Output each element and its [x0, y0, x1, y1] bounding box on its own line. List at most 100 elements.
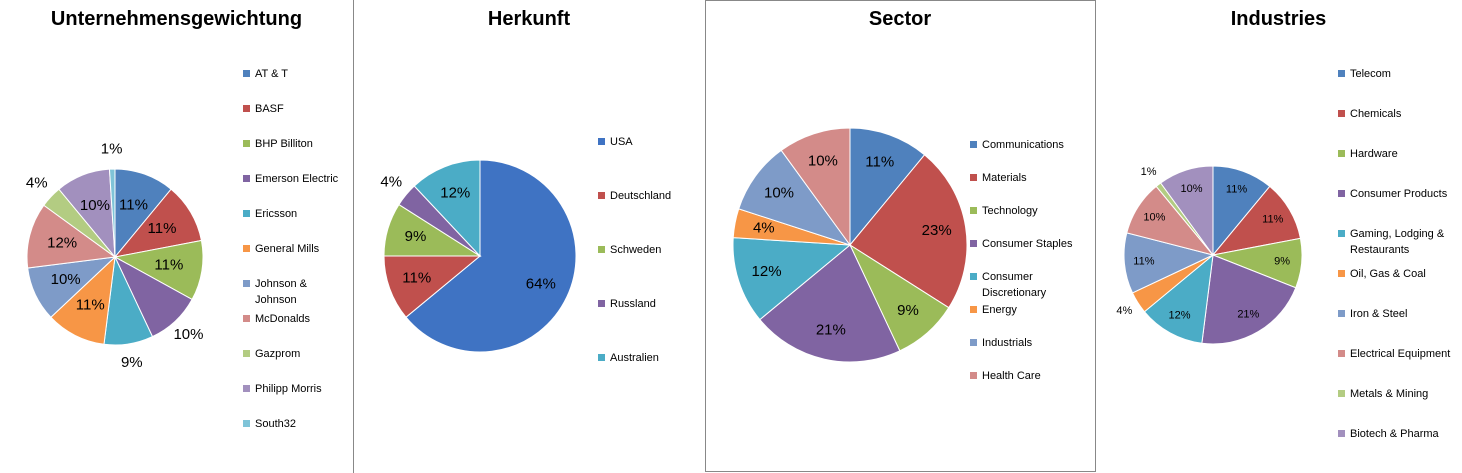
pie-slice	[405, 159, 577, 353]
legend-item: Consumer Staples	[970, 236, 1080, 252]
legend-item: Biotech & Pharma	[1338, 426, 1456, 442]
data-label: 11%	[1262, 214, 1283, 226]
panel-frame	[705, 0, 1096, 472]
data-label: 11%	[865, 153, 894, 170]
legend-swatch	[970, 372, 977, 379]
legend-item: AT & T	[243, 66, 343, 82]
pie-slice	[1201, 254, 1297, 345]
chart-title: Sector	[868, 8, 932, 30]
chart-title: Herkunft	[487, 8, 571, 30]
legend-swatch	[1338, 270, 1345, 277]
legend-swatch	[1338, 190, 1345, 197]
data-label: 12%	[440, 184, 470, 201]
legend-label: Communications	[982, 139, 1064, 151]
legend-label: McDonalds	[255, 313, 311, 325]
data-label: 64%	[526, 276, 556, 293]
legend-item: Chemicals	[1338, 106, 1456, 122]
legend-label: Telecom	[1350, 68, 1391, 80]
legend-item: Communications	[970, 137, 1080, 153]
data-label: 9%	[405, 228, 427, 245]
legend-item: Ericsson	[243, 206, 343, 222]
legend-label: Iron & Steel	[1350, 308, 1408, 320]
pie-slice	[1143, 253, 1214, 344]
data-label: 21%	[1237, 309, 1259, 321]
data-label: 9%	[1274, 255, 1290, 267]
data-label: 11%	[119, 197, 148, 214]
legend-item: Gaming, Lodging & Restaurants	[1338, 226, 1456, 258]
data-label: 10%	[173, 326, 203, 343]
data-label: 9%	[121, 354, 143, 371]
pie-slice	[383, 255, 482, 318]
legend-swatch	[243, 350, 250, 357]
legend-item: Electrical Equipment	[1338, 346, 1456, 362]
data-label: 4%	[26, 174, 48, 191]
legend-swatch	[1338, 70, 1345, 77]
legend-swatch	[243, 70, 250, 77]
legend-item: McDonalds	[243, 311, 343, 327]
data-label: 12%	[47, 234, 77, 251]
legend-swatch	[243, 280, 250, 287]
legend-swatch	[970, 240, 977, 247]
legend-swatch	[243, 315, 250, 322]
legend-label: Technology	[982, 205, 1038, 217]
legend-swatch	[243, 140, 250, 147]
legend-item: Oil, Gas & Coal	[1338, 266, 1456, 282]
legend-swatch	[243, 105, 250, 112]
legend-label: Metals & Mining	[1350, 388, 1429, 400]
legend-swatch	[1338, 110, 1345, 117]
legend-label: USA	[610, 136, 633, 148]
legend-item: Industrials	[970, 335, 1080, 351]
legend-item: Johnson & Johnson	[243, 276, 343, 308]
legend-swatch	[598, 246, 605, 253]
pie-slice	[1159, 165, 1214, 257]
data-label: 1%	[1141, 166, 1157, 178]
legend-item: Iron & Steel	[1338, 306, 1456, 322]
legend-item: Consumer Discretionary	[970, 269, 1080, 301]
chart-title: Industries	[1230, 8, 1327, 30]
legend-item: Health Care	[970, 368, 1080, 384]
data-label: 10%	[80, 197, 110, 214]
legend-swatch	[243, 385, 250, 392]
legend-item: Russland	[598, 296, 698, 312]
legend-swatch	[243, 210, 250, 217]
legend-item: General Mills	[243, 241, 343, 257]
legend-label: Consumer Discretionary	[982, 271, 1047, 299]
legend-label: AT & T	[255, 68, 289, 80]
legend-item: South32	[243, 416, 343, 432]
legend-label: BASF	[255, 103, 284, 115]
legend-label: Biotech & Pharma	[1350, 428, 1439, 440]
legend-label: Energy	[982, 304, 1017, 316]
legend-label: Consumer Staples	[982, 238, 1073, 250]
data-label: 11%	[76, 297, 105, 314]
legend-item: Telecom	[1338, 66, 1456, 82]
legend-swatch	[1338, 430, 1345, 437]
legend-item: Gazprom	[243, 346, 343, 362]
data-label: 11%	[402, 270, 431, 287]
legend-swatch	[243, 420, 250, 427]
legend-swatch	[970, 273, 977, 280]
legend-swatch	[1338, 350, 1345, 357]
legend-swatch	[598, 354, 605, 361]
data-label: 11%	[148, 220, 177, 237]
legend-swatch	[970, 141, 977, 148]
legend-swatch	[1338, 230, 1345, 237]
data-label: 11%	[1226, 184, 1247, 196]
legend-label: Australien	[610, 352, 659, 364]
legend-item: Energy	[970, 302, 1080, 318]
legend-label: Gazprom	[255, 348, 301, 360]
legend-item: Materials	[970, 170, 1080, 186]
legend-item: Hardware	[1338, 146, 1456, 162]
legend-label: Russland	[610, 298, 656, 310]
data-label: 4%	[1116, 305, 1132, 317]
chart-title: Unternehmensgewichtung	[50, 8, 303, 30]
legend-swatch	[970, 207, 977, 214]
data-label: 10%	[1181, 183, 1203, 195]
legend-label: South32	[255, 418, 296, 430]
data-label: 12%	[1169, 310, 1191, 322]
legend-swatch	[598, 300, 605, 307]
data-label: 21%	[816, 322, 846, 339]
legend-item: Deutschland	[598, 188, 698, 204]
legend-label: General Mills	[255, 243, 320, 255]
